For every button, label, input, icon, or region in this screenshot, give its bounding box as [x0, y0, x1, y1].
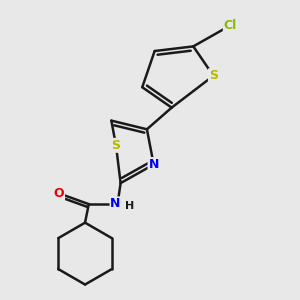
Text: O: O — [53, 187, 64, 200]
Text: H: H — [125, 201, 134, 211]
Text: Cl: Cl — [224, 19, 237, 32]
Text: N: N — [148, 158, 159, 171]
Text: S: S — [209, 69, 218, 82]
Text: S: S — [112, 139, 121, 152]
Text: N: N — [110, 197, 121, 210]
